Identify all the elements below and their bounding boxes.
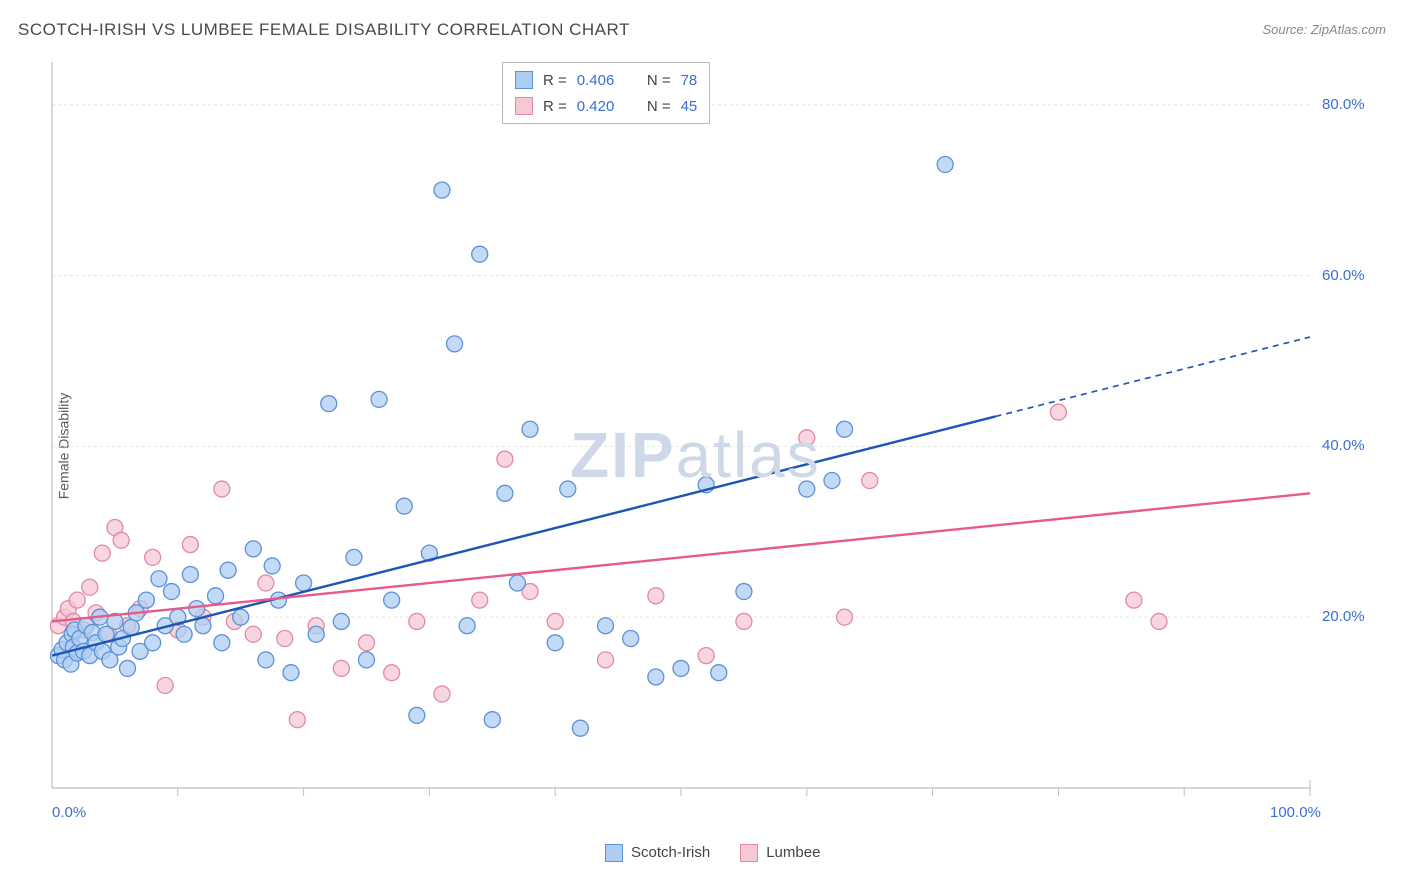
legend-swatch <box>515 71 533 89</box>
legend-stats: R = 0.406 N = 78R = 0.420 N = 45 <box>502 62 710 124</box>
scatter-svg <box>50 58 1370 828</box>
legend-N-label: N = <box>647 98 671 115</box>
legend-R-value: 0.406 <box>577 72 615 89</box>
y-tick-label: 60.0% <box>1322 267 1365 284</box>
legend-R-label: R = <box>543 72 567 89</box>
legend-N-value: 45 <box>681 98 698 115</box>
legend-swatch <box>740 844 758 862</box>
legend-swatch <box>515 97 533 115</box>
chart-title: SCOTCH-IRISH VS LUMBEE FEMALE DISABILITY… <box>18 20 630 40</box>
legend-series-item: Scotch-Irish <box>605 844 710 862</box>
legend-R-value: 0.420 <box>577 98 615 115</box>
x-tick-label: 100.0% <box>1270 804 1321 821</box>
legend-stats-row: R = 0.420 N = 45 <box>503 93 709 119</box>
source-label: Source: ZipAtlas.com <box>1262 22 1386 37</box>
legend-series-label: Scotch-Irish <box>631 844 710 861</box>
legend-series-label: Lumbee <box>766 844 820 861</box>
legend-series: Scotch-Irish Lumbee <box>605 844 820 862</box>
legend-stats-row: R = 0.406 N = 78 <box>503 67 709 93</box>
legend-N-value: 78 <box>681 72 698 89</box>
legend-swatch <box>605 844 623 862</box>
legend-N-label: N = <box>647 72 671 89</box>
legend-R-label: R = <box>543 98 567 115</box>
legend-series-item: Lumbee <box>740 844 820 862</box>
y-tick-label: 20.0% <box>1322 608 1365 625</box>
plot-area: ZIPatlas R = 0.406 N = 78R = 0.420 N = 4… <box>50 58 1370 828</box>
y-tick-label: 80.0% <box>1322 96 1365 113</box>
x-tick-label: 0.0% <box>52 804 86 821</box>
y-tick-label: 40.0% <box>1322 437 1365 454</box>
